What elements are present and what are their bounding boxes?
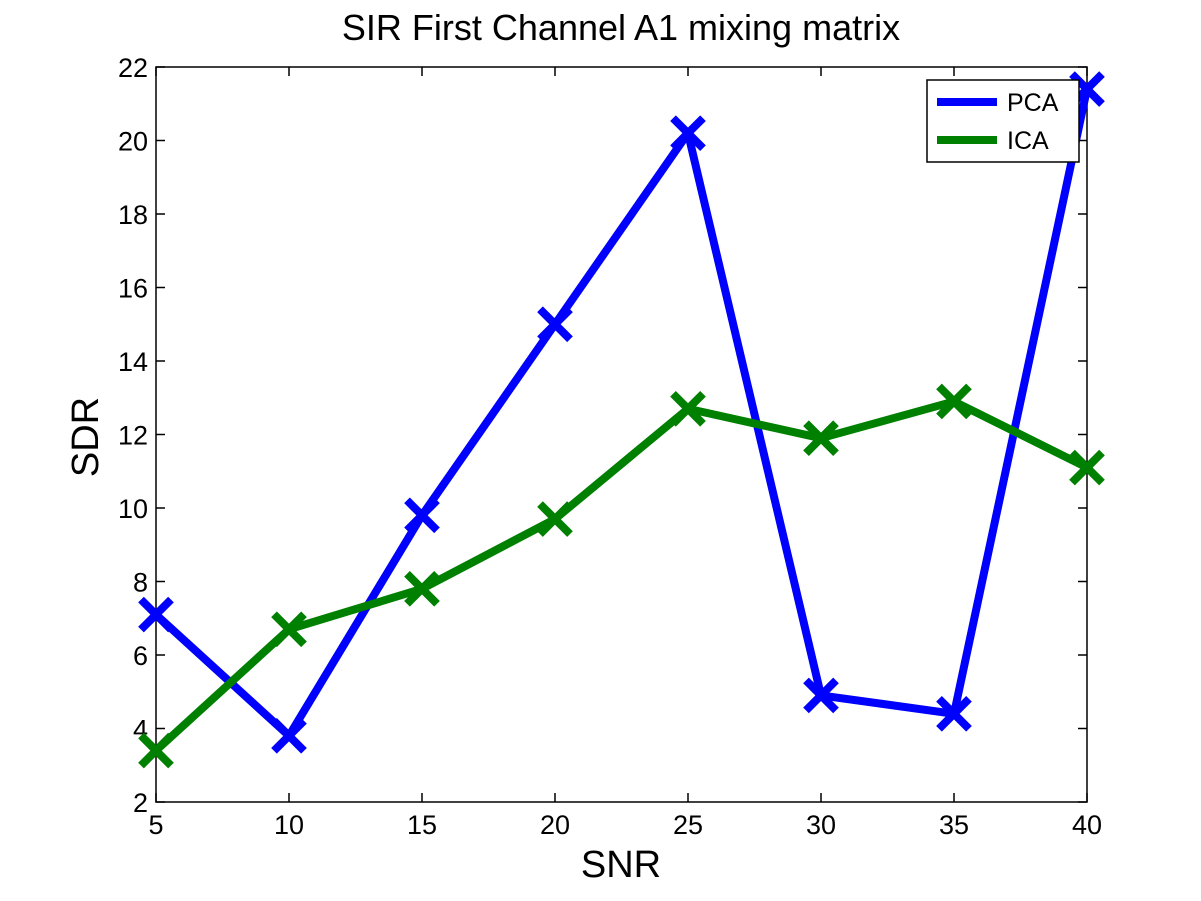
data-point-ica bbox=[537, 501, 573, 537]
y-tick-label: 16 bbox=[118, 274, 148, 304]
data-point-pca bbox=[138, 596, 174, 633]
data-point-pca bbox=[936, 695, 972, 732]
x-tick-label: 35 bbox=[939, 810, 969, 840]
data-point-pca bbox=[803, 677, 839, 714]
legend-label-pca: PCA bbox=[1007, 89, 1059, 117]
data-point-ica bbox=[138, 732, 174, 769]
series-line-ica bbox=[153, 397, 1089, 754]
y-tick-label: 18 bbox=[118, 200, 148, 230]
series-line-pca bbox=[153, 88, 1091, 740]
y-tick-label: 2 bbox=[133, 788, 148, 818]
data-point-ica bbox=[670, 390, 706, 427]
y-axis-label: SDR bbox=[65, 397, 107, 477]
y-tick-label: 22 bbox=[118, 53, 148, 83]
data-point-pca bbox=[271, 718, 307, 754]
y-tick-label: 14 bbox=[118, 347, 148, 377]
axes-box bbox=[155, 66, 1088, 803]
y-tick-label: 12 bbox=[118, 421, 148, 451]
legend-label-ica: ICA bbox=[1007, 127, 1049, 155]
data-point-ica bbox=[271, 611, 307, 648]
y-tick-label: 6 bbox=[133, 641, 148, 671]
legend: PCA ICA bbox=[926, 79, 1080, 163]
y-tick-label: 20 bbox=[118, 127, 148, 157]
chart-title: SIR First Channel A1 mixing matrix bbox=[342, 7, 900, 48]
y-tick-label: 10 bbox=[118, 494, 148, 524]
x-tick-label: 5 bbox=[148, 810, 163, 840]
x-tick-label: 15 bbox=[407, 810, 437, 840]
data-point-pca bbox=[537, 306, 573, 343]
legend-box bbox=[926, 79, 1080, 163]
x-tick-label: 10 bbox=[274, 810, 304, 840]
x-tick-label: 30 bbox=[806, 810, 836, 840]
x-tick-label: 25 bbox=[673, 810, 703, 840]
x-axis-label: SNR bbox=[581, 844, 661, 886]
data-point-ica bbox=[1069, 449, 1105, 486]
data-point-ica bbox=[936, 383, 972, 420]
data-point-pca bbox=[670, 115, 706, 151]
y-tick-label: 8 bbox=[133, 568, 148, 598]
data-point-ica bbox=[404, 571, 440, 607]
x-tick-label: 20 bbox=[540, 810, 570, 840]
data-point-pca bbox=[404, 497, 440, 534]
data-point-ica bbox=[803, 420, 839, 457]
x-tick-label: 40 bbox=[1072, 810, 1102, 840]
